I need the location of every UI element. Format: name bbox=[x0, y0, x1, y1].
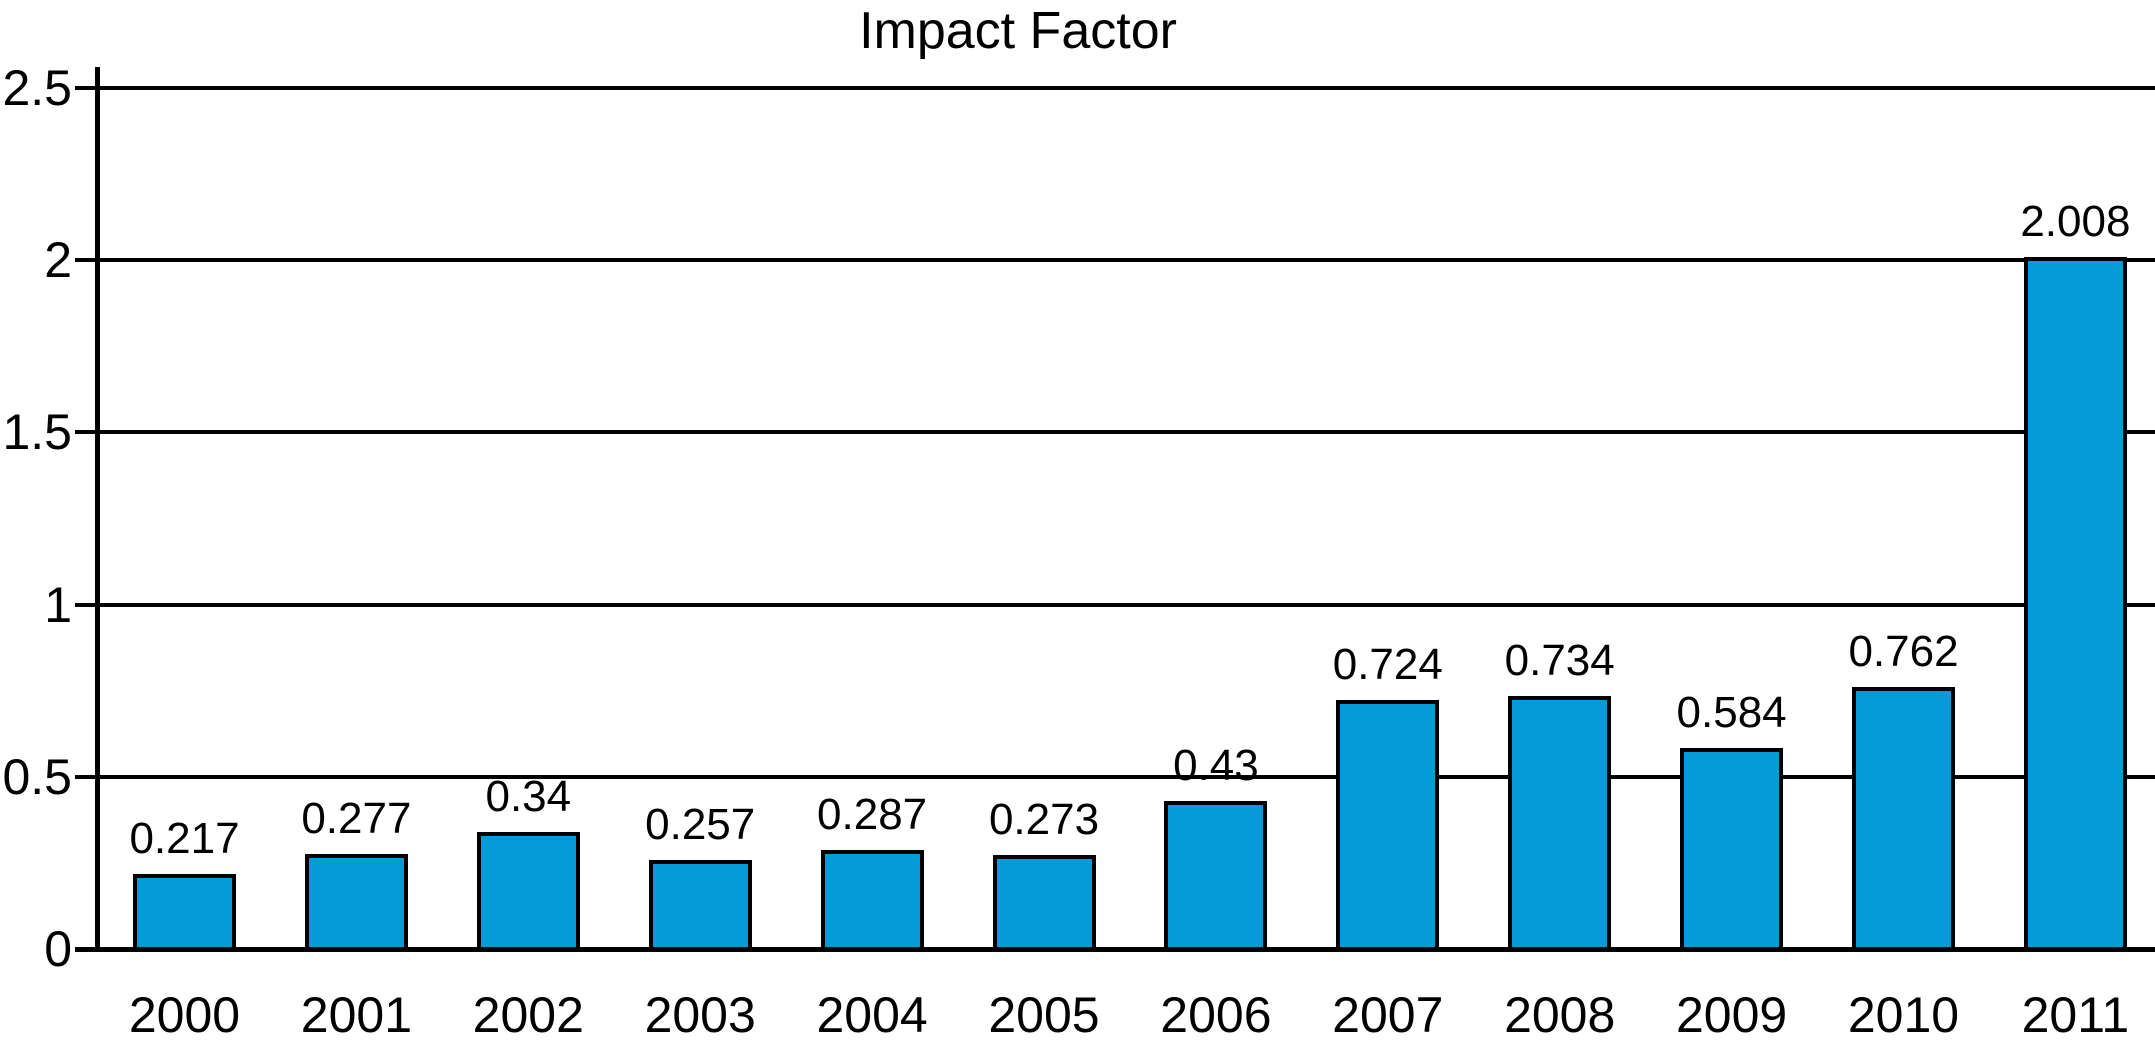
bar-2005 bbox=[992, 855, 1096, 951]
y-axis-label-1.5: 1.5 bbox=[2, 404, 72, 461]
bar-2004 bbox=[820, 850, 924, 951]
x-axis-label-2003: 2003 bbox=[644, 987, 756, 1043]
bar-value-label-2009: 0.584 bbox=[1676, 688, 1787, 737]
x-axis-label-2006: 2006 bbox=[1160, 987, 1272, 1043]
bar-2011 bbox=[2023, 257, 2127, 951]
y-tick-0.5 bbox=[75, 774, 97, 779]
y-tick-1.5 bbox=[75, 430, 97, 435]
x-axis-label-2011: 2011 bbox=[2021, 987, 2130, 1043]
y-tick-1 bbox=[75, 602, 97, 607]
x-axis-label-2002: 2002 bbox=[472, 987, 584, 1043]
x-axis-label-2007: 2007 bbox=[1332, 987, 1444, 1043]
bar-value-label-2001: 0.277 bbox=[301, 794, 412, 843]
bar-2001 bbox=[304, 854, 408, 951]
chart-title: Impact Factor bbox=[859, 2, 1177, 60]
bar-2010 bbox=[1852, 687, 1955, 951]
x-axis-label-2000: 2000 bbox=[128, 987, 241, 1043]
x-axis-label-2001: 2001 bbox=[300, 987, 412, 1043]
x-axis-label-2009: 2009 bbox=[1675, 987, 1788, 1043]
bar-value-label-2003: 0.257 bbox=[645, 800, 756, 849]
bar-2008 bbox=[1508, 696, 1612, 951]
x-axis-label-2005: 2005 bbox=[988, 987, 1100, 1043]
bar-value-label-2011: 2.008 bbox=[2020, 197, 2131, 246]
x-axis-label-2008: 2008 bbox=[1504, 987, 1616, 1043]
y-tick-2 bbox=[75, 258, 97, 263]
bar-value-label-2005: 0.273 bbox=[988, 795, 1100, 844]
gridline-2 bbox=[97, 258, 2155, 263]
bar-value-label-2008: 0.734 bbox=[1504, 636, 1615, 685]
bar-value-label-2000: 0.217 bbox=[129, 814, 240, 863]
bar-2007 bbox=[1336, 700, 1440, 951]
y-axis-label-2: 2 bbox=[44, 232, 72, 289]
bar-2009 bbox=[1680, 748, 1784, 951]
y-axis-label-0.5: 0.5 bbox=[2, 748, 72, 805]
y-axis-label-0: 0 bbox=[44, 921, 72, 977]
gridline-1 bbox=[97, 602, 2155, 607]
y-tick-2.5 bbox=[75, 86, 97, 90]
bar-2002 bbox=[476, 832, 580, 951]
x-axis-line bbox=[75, 947, 2155, 952]
bar-value-label-2006: 0.43 bbox=[1173, 741, 1259, 790]
bar-value-label-2002: 0.34 bbox=[485, 772, 572, 821]
x-axis-label-2004: 2004 bbox=[816, 987, 928, 1043]
y-axis-line bbox=[95, 67, 100, 952]
bar-2006 bbox=[1164, 801, 1268, 951]
y-axis-label-1: 1 bbox=[44, 576, 72, 633]
gridline-2.5 bbox=[97, 86, 2155, 90]
gridline-0.5 bbox=[97, 774, 2155, 779]
bar-value-label-2007: 0.724 bbox=[1332, 640, 1443, 689]
gridline-1.5 bbox=[97, 430, 2155, 435]
x-axis-label-2010: 2010 bbox=[1847, 987, 1960, 1043]
y-axis-label-2.5: 2.5 bbox=[2, 60, 72, 116]
bar-2000 bbox=[133, 874, 236, 951]
bar-value-label-2010: 0.762 bbox=[1848, 627, 1959, 676]
bar-value-label-2004: 0.287 bbox=[817, 790, 928, 839]
bar-2003 bbox=[648, 860, 752, 951]
